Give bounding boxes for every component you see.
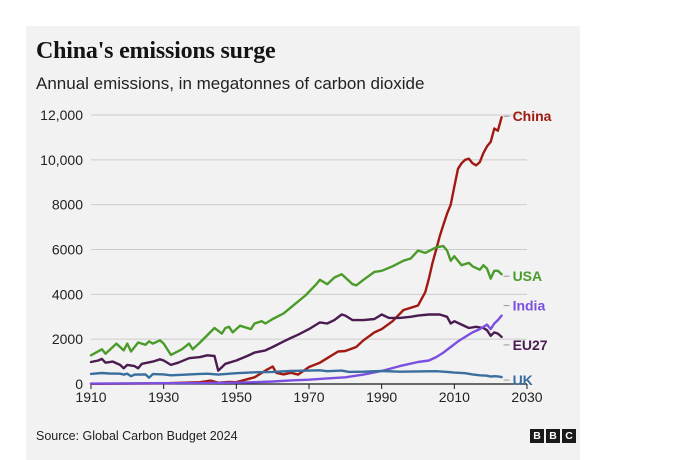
x-tick-label: 2030 [511,389,542,405]
y-tick-label: 10,000 [40,152,83,168]
bbc-logo: B B C [530,429,576,443]
y-tick-label: 6000 [52,242,83,258]
series-line-usa [89,244,503,357]
x-tick-label: 2010 [439,389,470,405]
series-line-india [89,314,503,385]
source-note: Source: Global Carbon Budget 2024 [36,429,238,443]
y-tick-label: 4000 [52,286,83,302]
series-label-india: India [513,298,546,314]
bbc-logo-letter: C [562,429,576,443]
chart-title: China's emissions surge [36,38,276,64]
series-line-eu27 [89,313,503,372]
series-label-china: China [513,108,552,124]
x-tick-label: 1970 [293,389,324,405]
bbc-logo-letter: B [546,429,560,443]
series-label-uk: UK [513,372,533,388]
x-tick-label: 1910 [75,389,106,405]
series-label-eu27: EU27 [513,337,548,353]
x-tick-label: 1930 [148,389,179,405]
series-line-uk [89,369,503,379]
series-label-usa: USA [513,268,543,284]
series-line-china [89,116,503,385]
bbc-logo-letter: B [530,429,544,443]
x-tick-label: 1990 [366,389,397,405]
y-tick-label: 0 [75,376,83,392]
x-tick-label: 1950 [221,389,252,405]
chart-subtitle: Annual emissions, in megatonnes of carbo… [36,74,425,93]
y-tick-label: 8000 [52,197,83,213]
y-tick-label: 2000 [52,331,83,347]
chart-panel [26,26,580,460]
y-tick-label: 12,000 [40,107,83,123]
